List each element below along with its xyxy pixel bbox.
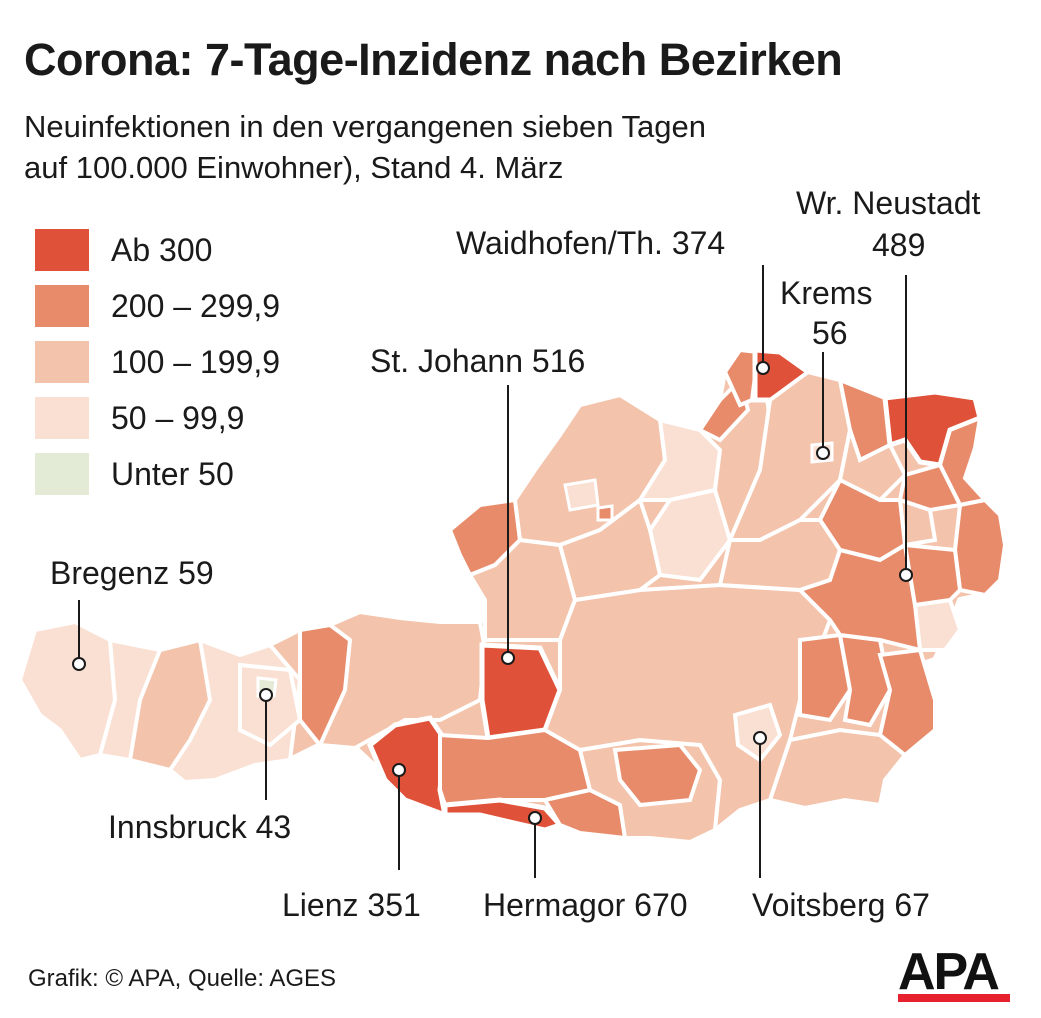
legend-item: 100 – 199,9 bbox=[35, 334, 280, 390]
region-upper-austria-south bbox=[557, 496, 663, 603]
legend-item: 200 – 299,9 bbox=[35, 278, 280, 334]
marker-bregenz bbox=[72, 657, 86, 671]
legend-swatch bbox=[35, 397, 89, 439]
chart-title: Corona: 7-Tage-Inzidenz nach Bezirken bbox=[24, 34, 843, 85]
marker-voitsberg bbox=[753, 731, 767, 745]
region-styria-southeast bbox=[767, 727, 908, 811]
legend-swatch bbox=[35, 229, 89, 271]
legend-swatch bbox=[35, 453, 89, 495]
apa-logo-text: APA bbox=[898, 943, 1000, 1001]
legend-label: 100 – 199,9 bbox=[111, 343, 281, 380]
legend-label: 200 – 299,9 bbox=[111, 287, 281, 324]
region-upper-austria-small-dark bbox=[596, 504, 614, 522]
label-voitsberg: Voitsberg 67 bbox=[752, 887, 930, 923]
region-salzburg-west bbox=[298, 622, 353, 749]
region-vorarlberg bbox=[17, 619, 118, 763]
label-wr-neustadt-value: 489 bbox=[872, 227, 925, 263]
label-st-johann: St. Johann 516 bbox=[370, 343, 585, 379]
marker-waidhofen bbox=[756, 361, 770, 375]
legend: Ab 300 200 – 299,9 100 – 199,9 50 – 99,9… bbox=[35, 222, 280, 502]
leader-lines bbox=[78, 265, 907, 878]
subtitle-line-2: auf 100.000 Einwohner), Stand 4. März bbox=[24, 150, 564, 185]
source-footer: Grafik: © APA, Quelle: AGES bbox=[28, 965, 337, 992]
marker-wr-neustadt bbox=[899, 568, 913, 582]
legend-swatch bbox=[35, 341, 89, 383]
legend-label: Unter 50 bbox=[111, 455, 234, 492]
marker-krems bbox=[816, 446, 830, 460]
legend-item: Unter 50 bbox=[35, 446, 280, 502]
marker-lienz bbox=[392, 763, 406, 777]
subtitle-line-1: Neuinfektionen in den vergangenen sieben… bbox=[24, 109, 706, 144]
label-krems-value: 56 bbox=[812, 315, 848, 351]
region-burgenland-south bbox=[877, 647, 937, 758]
apa-logo-bar bbox=[898, 994, 1010, 1002]
label-hermagor: Hermagor 670 bbox=[483, 887, 688, 923]
apa-logo: APA bbox=[898, 943, 1010, 1002]
region-tyrol-landeck bbox=[127, 637, 213, 773]
legend-item: Ab 300 bbox=[35, 222, 280, 278]
region-eisenstadt bbox=[902, 542, 963, 608]
legend-label: Ab 300 bbox=[111, 231, 213, 268]
markers bbox=[72, 361, 913, 825]
label-wr-neustadt-name: Wr. Neustadt bbox=[796, 185, 980, 221]
region-burgenland-north-light bbox=[912, 597, 963, 652]
chart-subtitle: Neuinfektionen in den vergangenen sieben… bbox=[24, 106, 706, 188]
marker-innsbruck bbox=[259, 688, 273, 702]
region-innsbruck-area bbox=[238, 662, 303, 748]
label-waidhofen: Waidhofen/Th. 374 bbox=[456, 225, 725, 261]
marker-hermagor bbox=[528, 811, 542, 825]
legend-item: 50 – 99,9 bbox=[35, 390, 280, 446]
region-korneuburg bbox=[897, 462, 963, 513]
label-krems-name: Krems bbox=[780, 275, 872, 311]
label-bregenz: Bregenz 59 bbox=[50, 555, 214, 591]
label-innsbruck: Innsbruck 43 bbox=[108, 809, 291, 845]
legend-swatch bbox=[35, 285, 89, 327]
marker-st-johann bbox=[501, 651, 515, 665]
legend-label: 50 – 99,9 bbox=[111, 399, 245, 436]
label-lienz: Lienz 351 bbox=[282, 887, 421, 923]
region-bruck-leitha bbox=[952, 497, 1008, 598]
region-wr-neustadt-land bbox=[796, 541, 923, 653]
region-upper-austria-light-3 bbox=[563, 478, 600, 512]
